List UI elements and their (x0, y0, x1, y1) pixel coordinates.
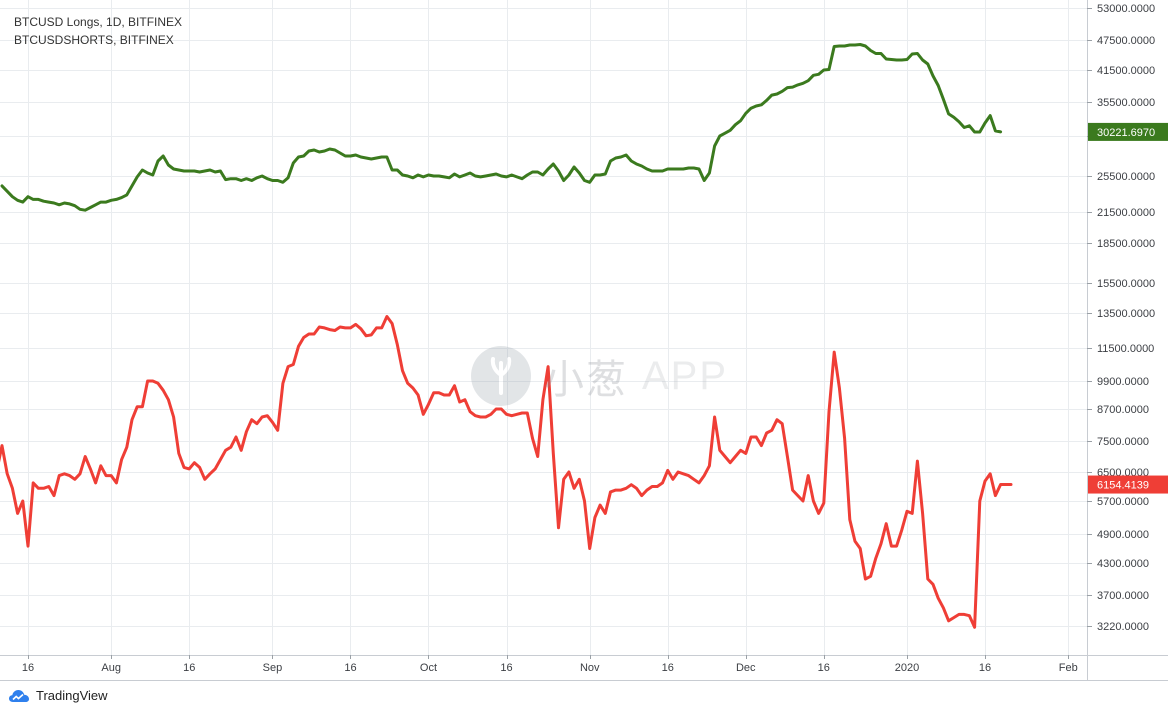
y-tick-label: 4900.0000 (1097, 529, 1149, 541)
legend-shorts-label: BTCUSDSHORTS, BITFINEX (14, 33, 174, 47)
y-tick-label: 15500.0000 (1097, 278, 1155, 290)
x-tick-label: 16 (22, 662, 34, 674)
y-tick-label: 53000.0000 (1097, 3, 1155, 15)
x-tick-label: Feb (1059, 662, 1078, 674)
x-tick-label: 16 (183, 662, 195, 674)
x-tick-label: 2020 (895, 662, 919, 674)
y-tick-label: 13500.0000 (1097, 308, 1155, 320)
last-value-box-shorts (1088, 475, 1168, 494)
x-tick-label: Sep (263, 662, 283, 674)
x-tick-label: Nov (580, 662, 600, 674)
y-tick-label: 47500.0000 (1097, 35, 1155, 47)
x-tick-label: 16 (818, 662, 830, 674)
tradingview-cloud-icon (9, 689, 29, 702)
y-tick-label: 11500.0000 (1097, 343, 1154, 355)
x-tick-label: 16 (662, 662, 674, 674)
footer-brand-label: TradingView (36, 688, 108, 703)
legend-longs[interactable]: BTCUSD Longs, 1D, BITFINEX (14, 15, 182, 29)
y-tick-label: 21500.0000 (1097, 207, 1155, 219)
series-longs-line (0, 43, 1003, 212)
series-shorts-line (0, 315, 1013, 629)
y-tick-label: 4300.0000 (1097, 558, 1149, 570)
y-tick-label: 3700.0000 (1097, 590, 1149, 602)
last-value-label-shorts: 6154.4139 (1097, 480, 1149, 492)
y-tick-label: 3220.0000 (1097, 621, 1149, 633)
x-tick-label: Oct (420, 662, 437, 674)
y-tick-label: 35500.0000 (1097, 97, 1155, 109)
y-tick-label: 5700.0000 (1097, 496, 1149, 508)
y-tick-label: 25500.0000 (1097, 171, 1155, 183)
footer-brand[interactable]: TradingView (8, 688, 108, 703)
x-tick-label: 16 (344, 662, 356, 674)
x-tick-label: 16 (500, 662, 512, 674)
legend-shorts[interactable]: BTCUSDSHORTS, BITFINEX (14, 33, 174, 47)
y-tick-label: 8700.0000 (1097, 404, 1149, 416)
x-tick-label: Dec (736, 662, 756, 674)
y-tick-label: 18500.0000 (1097, 238, 1155, 250)
last-value-label-longs: 30221.6970 (1097, 127, 1155, 139)
last-value-box-longs (1088, 122, 1168, 141)
legend-longs-label: BTCUSD Longs, 1D, BITFINEX (14, 15, 183, 29)
y-tick-label: 7500.0000 (1097, 436, 1149, 448)
x-tick-label: 16 (979, 662, 991, 674)
x-tick-label: Aug (101, 662, 121, 674)
y-tick-label: 41500.0000 (1097, 65, 1155, 77)
y-tick-label: 9900.0000 (1097, 376, 1149, 388)
plot-background (0, 0, 1087, 655)
